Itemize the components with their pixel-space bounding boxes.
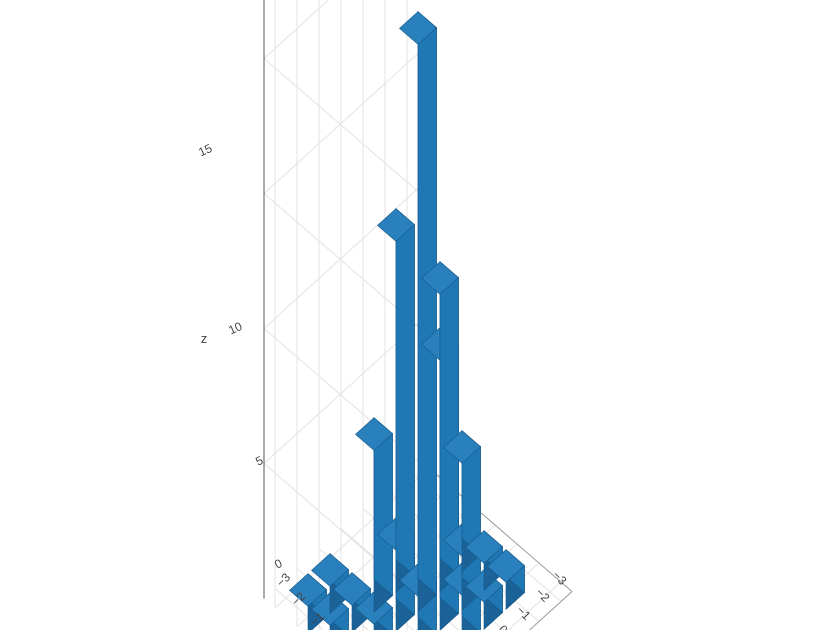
bar-top-face: [421, 261, 459, 295]
z-grid-line: [263, 323, 419, 464]
bar-top-face: [289, 573, 327, 607]
z-grid-line: [263, 0, 330, 59]
floor-grid-line: [274, 588, 324, 630]
bar-top-face: [465, 530, 503, 564]
bar-top-face: [333, 572, 371, 606]
y-tick-neg2: −2: [533, 585, 553, 605]
floor-grid-line: [507, 581, 562, 630]
bar-front-right-face: [395, 207, 415, 577]
z-grid-line: [263, 193, 419, 327]
y-tick-neg1: −1: [514, 603, 534, 623]
bars: [289, 10, 525, 630]
bar-top-face: [377, 208, 415, 242]
z-tick-15: 15: [196, 141, 214, 159]
bar-front-right-face: [439, 260, 459, 576]
x-axis-line: [528, 591, 573, 630]
bar-front-right-face: [417, 10, 437, 596]
bar: [399, 10, 437, 613]
y-tick-neg3: −3: [550, 568, 570, 588]
bar: [421, 260, 459, 593]
bar: [487, 548, 525, 611]
z-tick-0: 0: [272, 556, 284, 572]
bar: [377, 207, 415, 594]
bar-top-face: [487, 549, 525, 583]
z-grid-line: [263, 58, 419, 192]
z-axis-title: z: [201, 331, 208, 346]
y-tick-0: 0: [496, 622, 511, 630]
bar-top-face: [355, 417, 393, 451]
z-tick-10: 10: [226, 319, 244, 337]
z-grid-line: [263, 53, 419, 194]
bar: [355, 416, 393, 614]
bar-top-face: [311, 553, 349, 587]
x-tick-neg3: −3: [274, 570, 294, 590]
bar-top-face: [399, 11, 437, 45]
bar-top-face: [443, 430, 481, 464]
